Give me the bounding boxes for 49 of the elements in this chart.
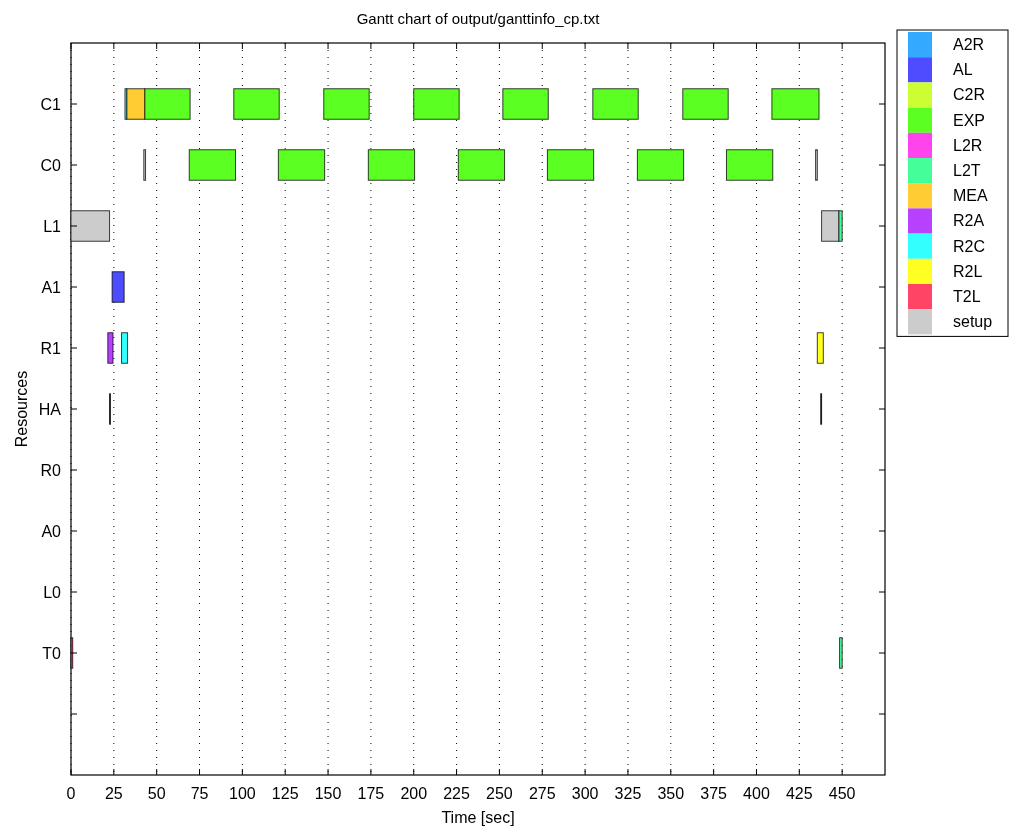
legend-label: MEA (953, 187, 988, 205)
x-tick-label: 100 (229, 785, 256, 802)
bar (821, 210, 840, 242)
x-tick-label: 200 (400, 785, 428, 802)
y-tick-label: R0 (40, 462, 62, 479)
legend-label: EXP (953, 111, 986, 129)
x-tick-label: 425 (785, 785, 813, 802)
y-axis-title: Resources (13, 370, 30, 448)
x-tick-label: 450 (828, 785, 856, 802)
legend-label: R2C (953, 237, 986, 255)
legend-label: setup (953, 313, 993, 331)
y-tick-label: C0 (40, 157, 62, 174)
legend-label: R2A (953, 212, 985, 230)
y-tick-label: R1 (40, 340, 62, 357)
x-tick-label: 375 (700, 785, 728, 802)
legend-label: R2L (953, 262, 983, 280)
legend-label: T2L (953, 288, 981, 305)
legend-label: L2T (953, 162, 981, 179)
x-tick-label: 75 (190, 785, 209, 802)
y-tick-label: A1 (41, 279, 62, 296)
x-tick-label: 275 (528, 785, 556, 802)
x-axis-title: Time [sec] (441, 809, 515, 826)
x-tick-label: 50 (147, 785, 166, 802)
x-tick-label: 0 (66, 785, 76, 802)
legend-label: C2R (953, 86, 986, 104)
x-tick-label: 175 (357, 785, 385, 802)
bar (816, 332, 824, 364)
x-tick-label: 225 (443, 785, 471, 802)
legend-label: A2R (953, 36, 985, 53)
y-tick-label: L0 (43, 584, 62, 601)
y-tick-label: HA (38, 401, 62, 418)
x-tick-label: 300 (571, 785, 599, 802)
x-tick-label: 350 (657, 785, 685, 802)
x-tick-label: 400 (743, 785, 770, 802)
chart-title: Gantt chart of output/ganttinfo_cp.txt (356, 10, 601, 27)
y-tick-label: L1 (43, 218, 62, 235)
legend-label: AL (953, 61, 973, 79)
y-tick-label: C1 (40, 96, 62, 113)
legend-label: L2R (953, 136, 983, 154)
bar (111, 271, 125, 303)
x-tick-label: 25 (104, 785, 123, 802)
y-tick-label: A0 (41, 523, 62, 540)
x-tick-label: 150 (314, 785, 342, 802)
x-tick-label: 325 (614, 785, 642, 802)
x-tick-label: 250 (486, 785, 513, 802)
bar (121, 332, 129, 364)
y-tick-label: T0 (42, 645, 62, 662)
x-tick-label: 125 (271, 785, 299, 802)
bar (839, 637, 843, 669)
